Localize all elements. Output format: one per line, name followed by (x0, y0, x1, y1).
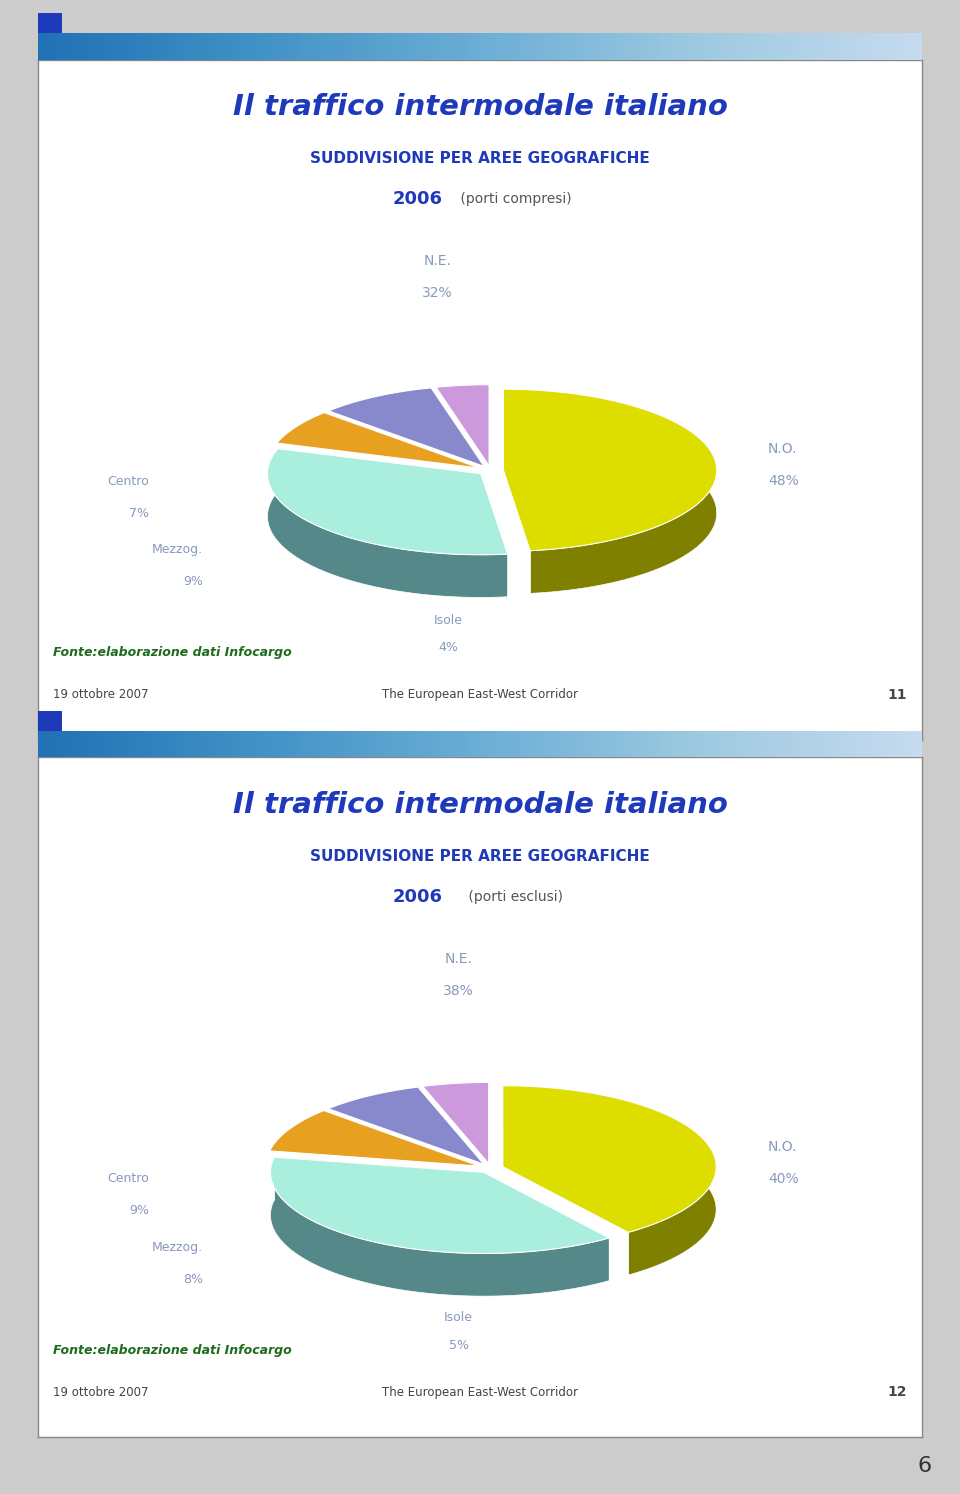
Polygon shape (503, 1086, 716, 1274)
Text: Fonte:elaborazione dati Infocargo: Fonte:elaborazione dati Infocargo (53, 1345, 292, 1357)
Polygon shape (271, 1158, 610, 1297)
Text: N.E.: N.E. (423, 254, 451, 267)
Text: (porti compresi): (porti compresi) (456, 193, 571, 206)
Polygon shape (328, 388, 484, 466)
Text: Isole: Isole (434, 614, 463, 626)
Polygon shape (503, 1086, 716, 1233)
Text: 48%: 48% (768, 474, 799, 489)
Polygon shape (270, 1110, 479, 1167)
Text: 11: 11 (888, 687, 907, 702)
Text: 8%: 8% (182, 1273, 203, 1286)
Polygon shape (503, 390, 717, 593)
Text: 38%: 38% (444, 983, 474, 998)
Text: N.E.: N.E. (444, 952, 472, 965)
Text: 19 ottobre 2007: 19 ottobre 2007 (53, 1386, 148, 1398)
Text: 6: 6 (917, 1457, 931, 1476)
Text: 2006: 2006 (393, 887, 443, 905)
Text: SUDDIVISIONE PER AREE GEOGRAFICHE: SUDDIVISIONE PER AREE GEOGRAFICHE (310, 151, 650, 166)
Text: 19 ottobre 2007: 19 ottobre 2007 (53, 689, 148, 701)
Text: 12: 12 (888, 1385, 907, 1400)
Text: 32%: 32% (422, 285, 453, 300)
Text: N.O.: N.O. (768, 442, 798, 456)
Polygon shape (271, 1158, 610, 1253)
Polygon shape (268, 448, 508, 554)
Text: Mezzog.: Mezzog. (152, 1240, 203, 1253)
Text: 5%: 5% (448, 1339, 468, 1352)
Polygon shape (436, 384, 489, 466)
Polygon shape (268, 448, 508, 598)
Text: Centro: Centro (108, 1173, 150, 1185)
Text: 2006: 2006 (393, 190, 443, 208)
Text: Il traffico intermodale italiano: Il traffico intermodale italiano (232, 790, 728, 819)
Text: (porti esclusi): (porti esclusi) (464, 890, 564, 904)
Polygon shape (422, 1083, 489, 1164)
Text: Centro: Centro (108, 475, 150, 487)
Text: Fonte:elaborazione dati Infocargo: Fonte:elaborazione dati Infocargo (53, 647, 292, 659)
Text: Il traffico intermodale italiano: Il traffico intermodale italiano (232, 93, 728, 121)
Text: The European East-West Corridor: The European East-West Corridor (382, 689, 578, 701)
Text: 40%: 40% (768, 1171, 799, 1186)
Polygon shape (328, 1088, 484, 1164)
Text: SUDDIVISIONE PER AREE GEOGRAFICHE: SUDDIVISIONE PER AREE GEOGRAFICHE (310, 849, 650, 864)
Text: 9%: 9% (182, 575, 203, 589)
Polygon shape (503, 390, 717, 551)
Polygon shape (276, 412, 480, 468)
Text: 7%: 7% (130, 506, 150, 520)
Text: 4%: 4% (438, 641, 458, 654)
Text: Mezzog.: Mezzog. (152, 542, 203, 556)
Text: The European East-West Corridor: The European East-West Corridor (382, 1386, 578, 1398)
Text: 9%: 9% (130, 1204, 150, 1218)
Text: N.O.: N.O. (768, 1140, 798, 1153)
Text: Isole: Isole (444, 1312, 473, 1324)
